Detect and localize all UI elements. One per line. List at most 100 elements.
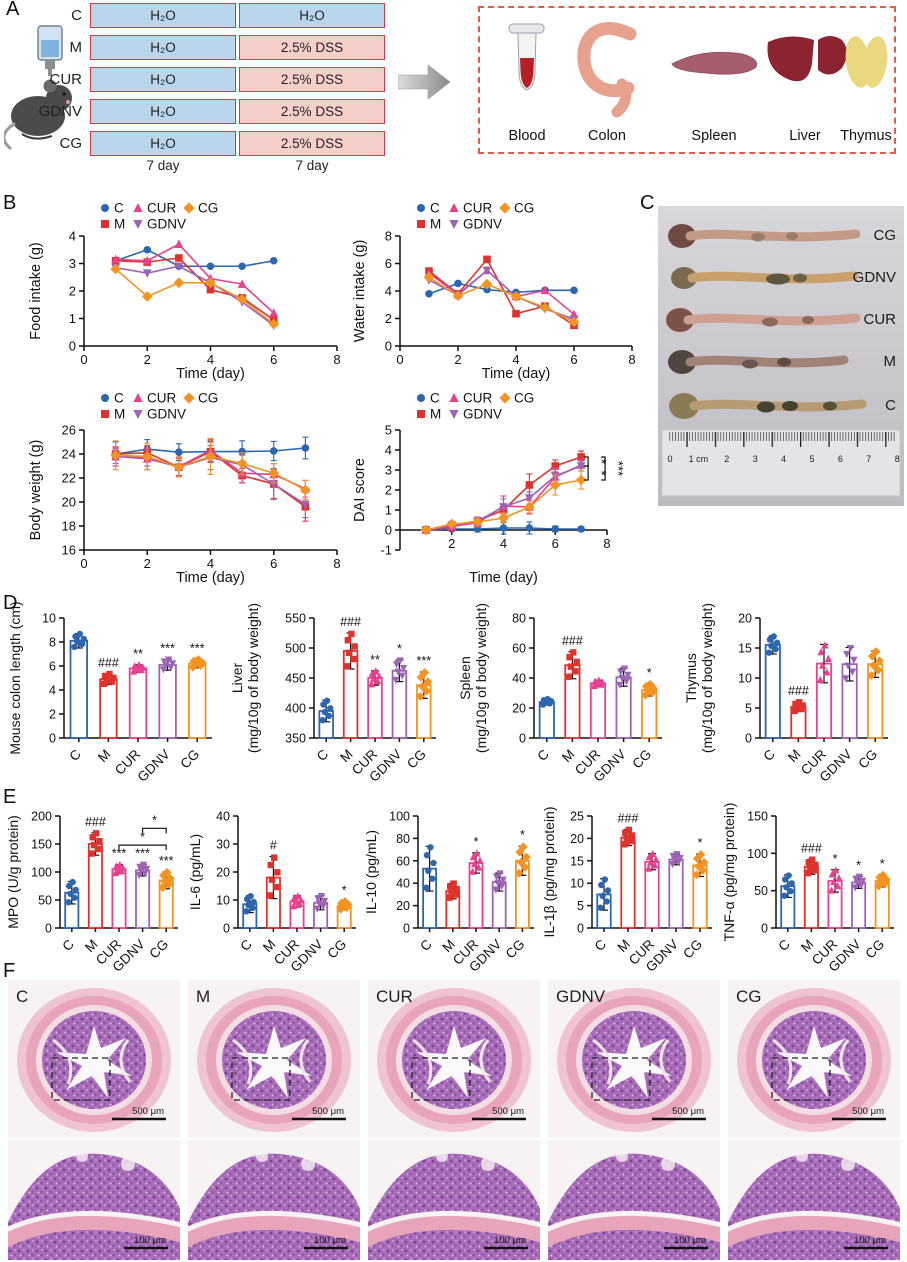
phase1-bar: H₂O [90, 34, 236, 60]
organ-icons: Blood Colon Spleen Liver Thymus [508, 22, 892, 144]
histology-small-m: 100 μm [188, 1140, 360, 1260]
panel-f-label: F [3, 960, 16, 982]
colon-specimen-cur [666, 308, 861, 332]
svg-text:CG: CG [324, 937, 349, 962]
svg-text:0: 0 [69, 339, 76, 354]
svg-text:*: * [520, 828, 525, 842]
svg-text:24: 24 [62, 447, 76, 462]
svg-text:10: 10 [216, 894, 230, 908]
phase2-bar: 2.5% DSS [239, 66, 385, 92]
svg-text:*: * [594, 459, 609, 464]
svg-text:*: * [140, 830, 145, 844]
svg-text:###: ### [98, 656, 119, 670]
svg-text:2: 2 [69, 284, 76, 299]
svg-text:*: * [833, 852, 838, 866]
svg-text:*: * [342, 883, 347, 897]
ruler-number: 4 [781, 454, 786, 464]
organ-label-spleen: Spleen [691, 128, 736, 144]
svg-text:3: 3 [385, 463, 392, 478]
svg-text:0: 0 [385, 339, 392, 354]
phase1-bar: H₂O [90, 130, 236, 156]
svg-text:C: C [59, 936, 77, 954]
svg-text:TNF-α (pg/mg protein): TNF-α (pg/mg protein) [721, 803, 737, 942]
scale-bar-label: 500 μm [852, 1106, 884, 1117]
svg-text:10: 10 [738, 672, 752, 686]
ruler-number: 6 [838, 454, 843, 464]
svg-text:Time (day): Time (day) [176, 366, 245, 382]
histology-large-m: M 500 μm [188, 980, 360, 1138]
svg-text:4: 4 [69, 229, 76, 244]
svg-text:0: 0 [577, 922, 584, 936]
svg-text:2: 2 [448, 536, 455, 551]
svg-text:2: 2 [49, 708, 56, 722]
svg-text:30: 30 [216, 838, 230, 852]
colon-photo: CG GDNV CUR M C 0 1 cm 2 3 4 5 6 7 8 [658, 206, 904, 506]
organ-label-thymus: Thymus [840, 128, 892, 144]
dai-score-chart: -1 0 1 2 3 4 5 2 4 6 8 Time (day) DAI score C CUR CG M GD… [352, 391, 626, 587]
svg-text:GDNV: GDNV [463, 217, 502, 232]
svg-text:8: 8 [385, 229, 392, 244]
svg-text:***: *** [160, 641, 175, 655]
svg-text:Time (day): Time (day) [176, 570, 245, 586]
svg-text:50: 50 [38, 894, 52, 908]
svg-text:0: 0 [45, 922, 52, 936]
svg-text:Liver: Liver [229, 662, 245, 693]
liver-chart: 350400450500550C###M**CUR*GDNV***CGLiver… [229, 603, 436, 785]
svg-text:10: 10 [42, 612, 56, 626]
group-label: M [69, 38, 83, 56]
svg-text:***: *** [190, 641, 205, 655]
ruler-number: 0 [667, 454, 672, 464]
scale-bar-label: 100 μm [674, 1235, 706, 1246]
scale-bar-label: 100 μm [494, 1235, 526, 1246]
svg-text:60: 60 [396, 854, 410, 868]
svg-text:200: 200 [31, 810, 52, 824]
svg-text:***: *** [159, 854, 174, 868]
ruler-number: 3 [753, 454, 758, 464]
spleen-icon [671, 51, 758, 75]
svg-text:6: 6 [570, 352, 577, 367]
svg-text:CG: CG [503, 937, 528, 962]
phase1-bar: H₂O [90, 98, 236, 124]
phase1-bar: H₂O [90, 66, 236, 92]
arrow-right-icon [398, 64, 451, 100]
svg-text:4: 4 [385, 443, 392, 458]
colon-specimen-c [669, 393, 867, 419]
histology-small-cg: 100 μm [728, 1140, 900, 1260]
group-label: CG [59, 134, 83, 152]
svg-text:Water intake (g): Water intake (g) [352, 240, 368, 343]
liver-icon [767, 36, 847, 82]
specimen-label-c: C [885, 397, 896, 414]
colon-specimen-cg [668, 224, 861, 248]
svg-text:550: 550 [285, 612, 306, 626]
design-row-cur: CUR H₂O 2.5% DSS [28, 66, 385, 92]
svg-text:C: C [534, 746, 552, 764]
svg-text:2: 2 [144, 556, 151, 571]
svg-text:4: 4 [207, 556, 214, 571]
svg-text:C: C [430, 391, 440, 406]
svg-text:3: 3 [69, 256, 76, 271]
svg-text:###: ### [618, 811, 639, 825]
phase2-duration: 7 day [295, 158, 329, 173]
svg-text:400: 400 [285, 702, 306, 716]
ruler: 0 1 cm 2 3 4 5 6 7 8 [661, 429, 901, 497]
panel-a-label: A [6, 0, 20, 20]
svg-text:***: *** [611, 461, 626, 476]
svg-text:6: 6 [270, 352, 277, 367]
svg-text:C: C [237, 936, 255, 954]
svg-text:40: 40 [396, 877, 410, 891]
colon-specimen-gdnv [671, 267, 859, 289]
design-row-cg: CG H₂O 2.5% DSS [28, 130, 385, 156]
phase2-bar: H₂O [239, 2, 385, 28]
svg-text:Mouse colon length (cm): Mouse colon length (cm) [7, 601, 23, 754]
ruler-number: 8 [895, 454, 900, 464]
svg-text:*: * [152, 813, 157, 827]
svg-text:100: 100 [31, 866, 52, 880]
organ-label-colon: Colon [588, 128, 626, 144]
svg-text:CG: CG [514, 201, 534, 216]
svg-text:CG: CG [177, 747, 202, 772]
svg-text:20: 20 [62, 495, 76, 510]
